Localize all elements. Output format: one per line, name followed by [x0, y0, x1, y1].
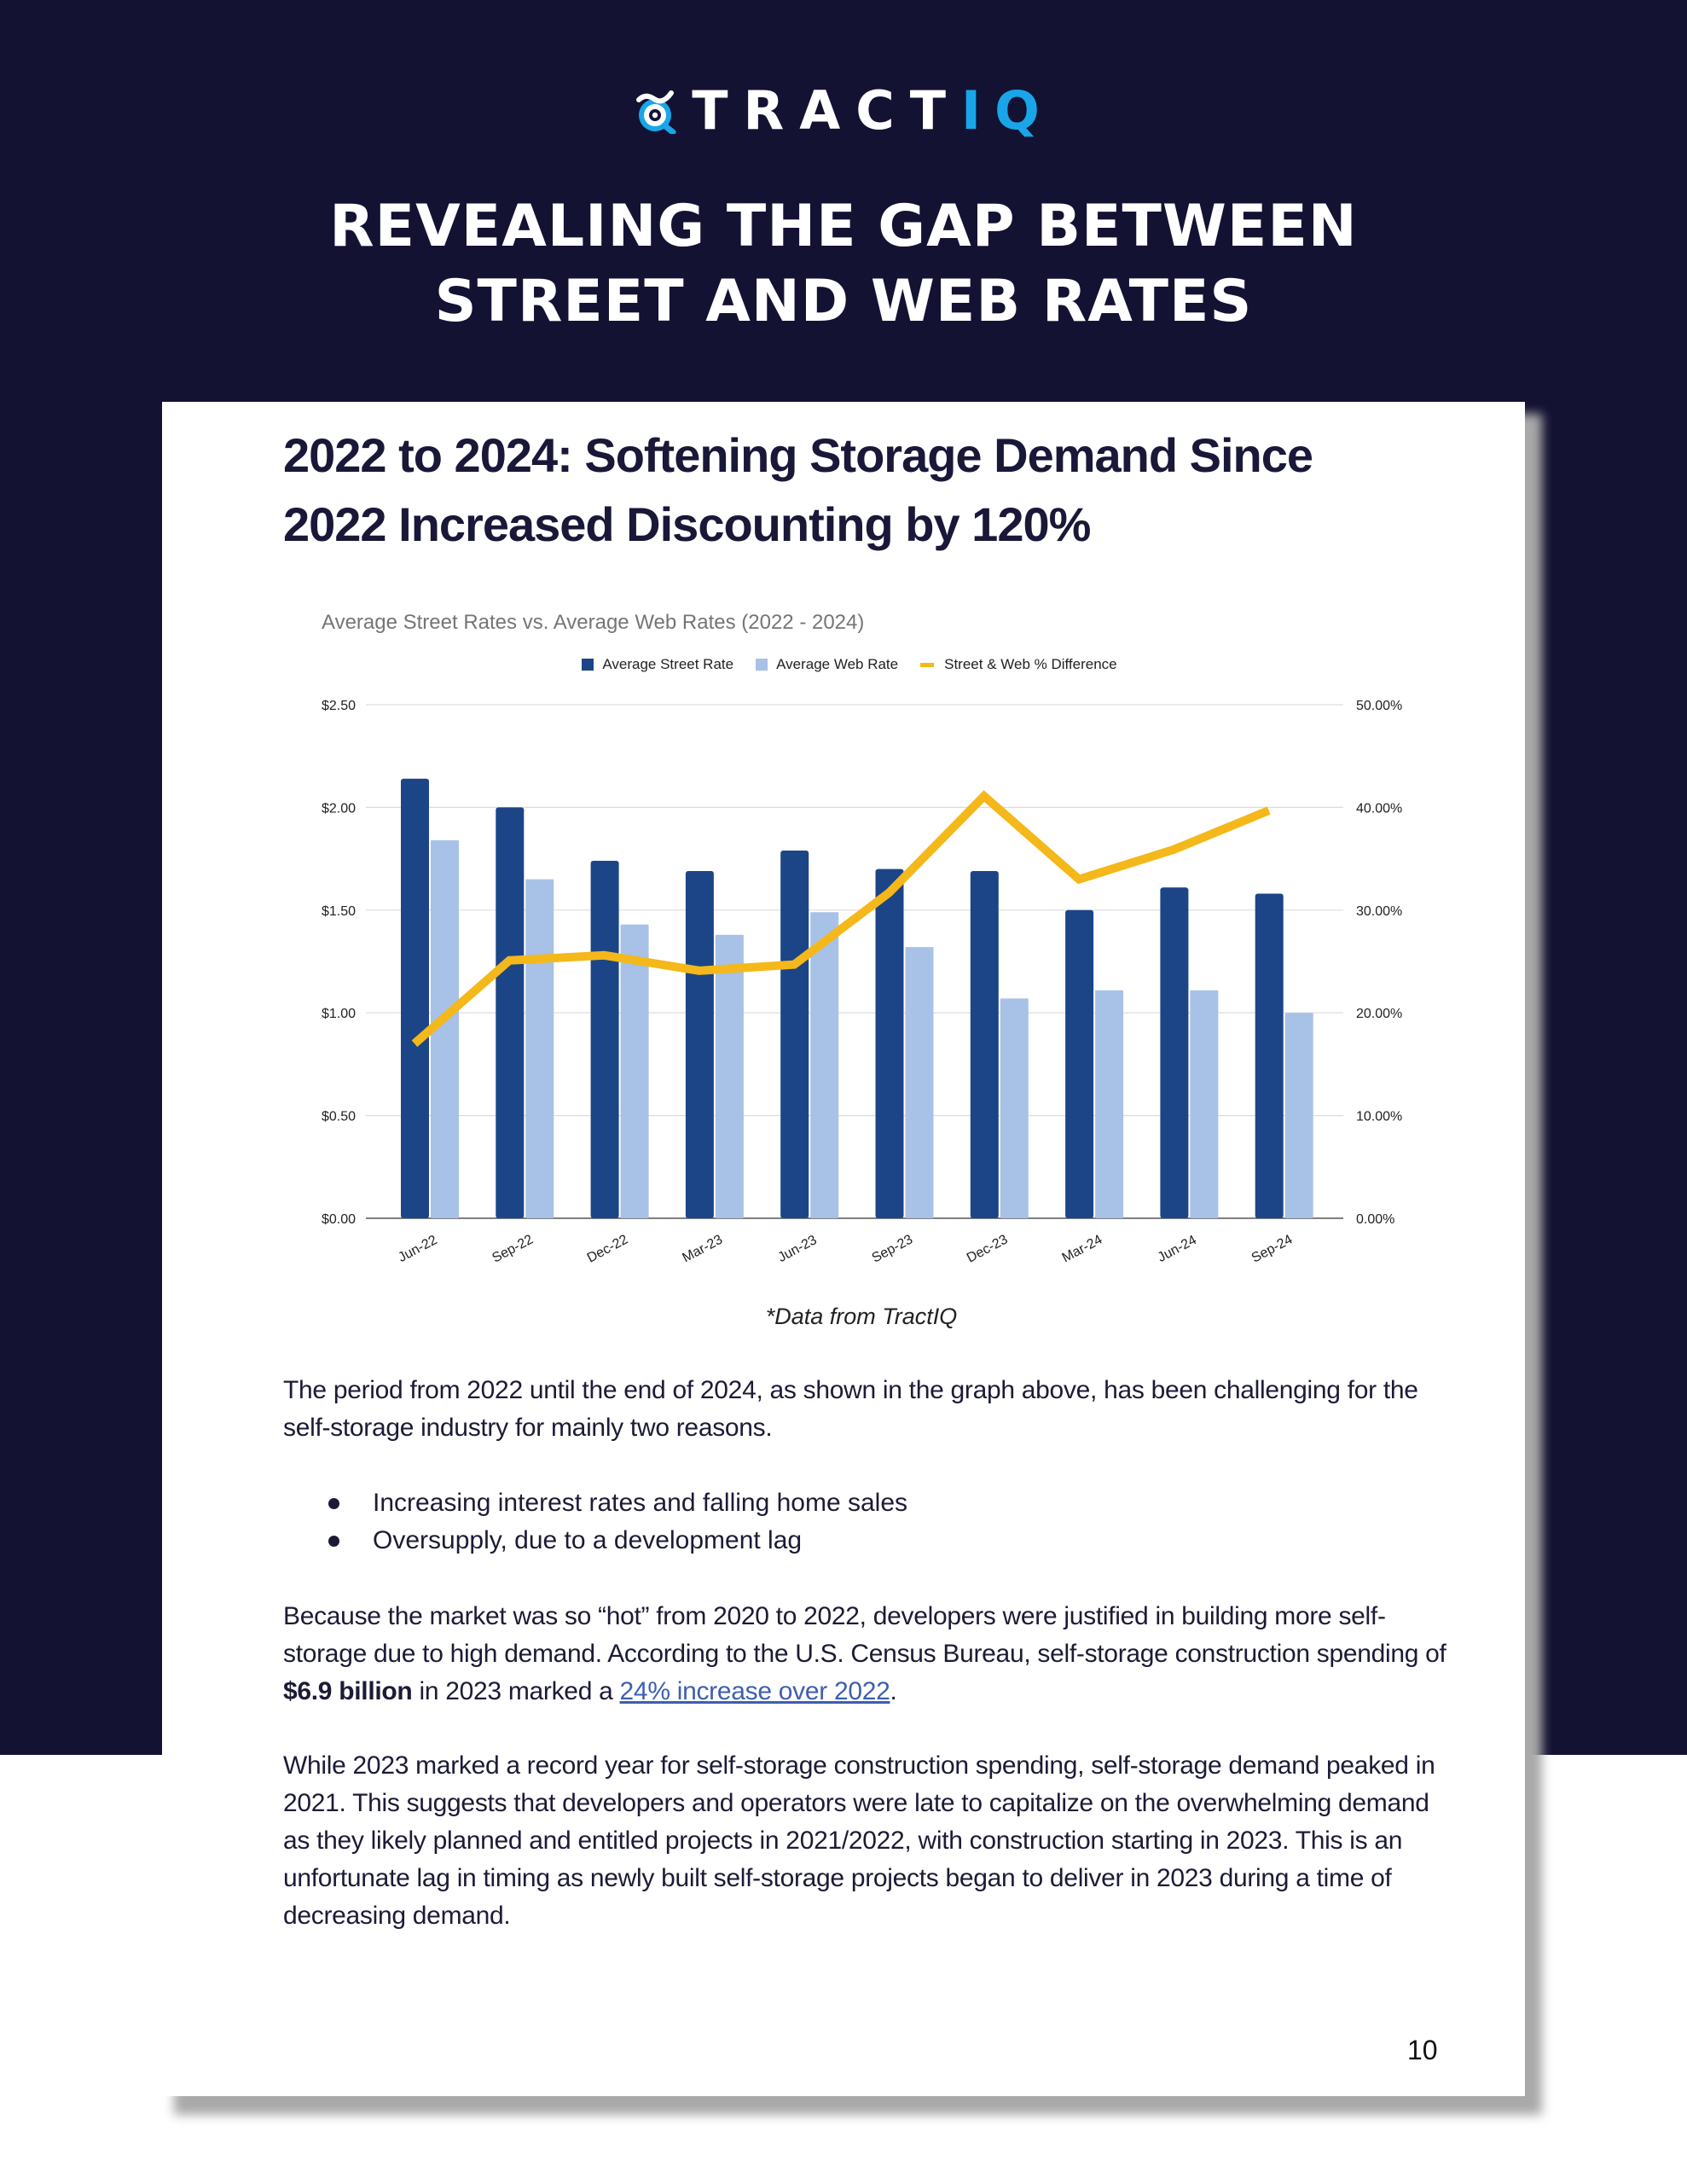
bar-street-rate — [685, 871, 714, 1218]
bar-web-rate — [715, 934, 744, 1218]
x-tick-label: Jun-23 — [775, 1233, 819, 1265]
bar-street-rate — [1160, 887, 1189, 1218]
spending-amount: $6.9 billion — [283, 1677, 413, 1705]
bar-web-rate — [431, 839, 459, 1218]
bar-street-rate — [590, 861, 619, 1218]
y-right-tick-label: 50.00% — [1356, 699, 1402, 713]
legend-swatch-street-rate — [582, 659, 594, 671]
tractiq-logo: TRACTIQ — [0, 81, 1687, 141]
list-item-text: Oversupply, due to a development lag — [373, 1526, 803, 1554]
hero-headline: REVEALING THE GAP BETWEEN STREET AND WEB… — [0, 189, 1687, 340]
census-increase-link[interactable]: 24% increase over 2022 — [619, 1677, 890, 1705]
x-tick-label: Mar-24 — [1060, 1233, 1105, 1266]
y-right-tick-label: 20.00% — [1356, 1007, 1402, 1021]
legend-swatch-web-rate — [756, 659, 768, 671]
bar-street-rate — [401, 778, 429, 1218]
y-right-tick-label: 10.00% — [1356, 1110, 1402, 1124]
y-left-tick-label: $1.50 — [322, 904, 356, 919]
legend-swatch-pct-difference — [920, 662, 935, 667]
tractiq-logo-icon — [636, 90, 676, 134]
bar-street-rate — [875, 868, 904, 1218]
x-tick-label: Dec-22 — [585, 1232, 631, 1265]
legend-label: Average Web Rate — [776, 656, 899, 672]
title-line-2: 2022 Increased Discounting by 120% — [283, 497, 1091, 551]
bar-web-rate — [905, 947, 934, 1218]
x-tick-label: Sep-22 — [490, 1232, 536, 1265]
y-left-tick-label: $0.50 — [322, 1110, 356, 1124]
line-pct-difference — [411, 790, 1271, 1048]
logo-wordmark: TRACTIQ — [692, 81, 1053, 141]
y-right-tick-label: 30.00% — [1356, 904, 1402, 919]
paragraph-demand-lag: While 2023 marked a record year for self… — [283, 1751, 1435, 1930]
legend-item-street-rate: Average Street Rate — [582, 656, 733, 673]
y-left-tick-label: $2.00 — [322, 801, 356, 816]
reasons-list: Increasing interest rates and falling ho… — [328, 1484, 907, 1560]
bar-web-rate — [525, 879, 554, 1218]
x-tick-label: Dec-23 — [965, 1232, 1011, 1265]
legend-item-web-rate: Average Web Rate — [756, 656, 898, 673]
x-tick-label: Mar-23 — [680, 1233, 725, 1266]
bar-street-rate — [496, 807, 525, 1218]
paragraph-intro: The period from 2022 until the end of 20… — [283, 1376, 1418, 1442]
x-tick-label: Sep-23 — [870, 1232, 916, 1265]
bar-street-rate — [780, 850, 809, 1218]
legend-label: Street & Web % Difference — [944, 656, 1117, 672]
logo-text-main: TRACT — [692, 79, 962, 142]
y-right-tick-label: 40.00% — [1356, 801, 1402, 816]
page-number: 10 — [1407, 2035, 1438, 2065]
chart-legend: Average Street Rate Average Web Rate Str… — [0, 656, 1687, 673]
headline-line-1: REVEALING THE GAP BETWEEN — [329, 193, 1358, 260]
bullet-icon — [328, 1536, 339, 1547]
content-card — [162, 402, 1525, 2096]
y-right-tick-label: 0.00% — [1356, 1212, 1394, 1227]
text: . — [890, 1677, 897, 1705]
text: Because the market was so “hot” from 202… — [283, 1602, 1446, 1668]
bar-street-rate — [1065, 909, 1094, 1218]
bar-web-rate — [1000, 998, 1029, 1218]
x-tick-label: Jun-24 — [1156, 1233, 1199, 1265]
bar-web-rate — [620, 924, 649, 1218]
legend-label: Average Street Rate — [602, 656, 734, 672]
bar-web-rate — [1095, 990, 1124, 1218]
headline-line-2: STREET AND WEB RATES — [434, 268, 1253, 335]
y-left-tick-label: $1.00 — [322, 1007, 356, 1021]
y-left-tick-label: $0.00 — [322, 1212, 356, 1227]
bar-street-rate — [1255, 893, 1284, 1218]
title-line-1: 2022 to 2024: Softening Storage Demand S… — [283, 428, 1313, 482]
list-item: Increasing interest rates and falling ho… — [328, 1484, 907, 1522]
logo-text-accent: IQ — [961, 79, 1053, 142]
bar-web-rate — [1284, 1013, 1313, 1218]
article-title: 2022 to 2024: Softening Storage Demand S… — [283, 421, 1392, 559]
list-item-text: Increasing interest rates and falling ho… — [373, 1489, 908, 1517]
list-item: Oversupply, due to a development lag — [328, 1522, 907, 1560]
paragraph-construction-spending: Because the market was so “hot” from 202… — [283, 1598, 1460, 1711]
combo-chart: $0.00 $0.50 $1.00 $1.50 $2.00 $2.50 0.00% 10.00… — [322, 699, 1402, 1266]
bar-street-rate — [970, 871, 999, 1218]
legend-item-pct-difference: Street & Web % Difference — [920, 656, 1117, 673]
bullet-icon — [328, 1498, 339, 1509]
bar-web-rate — [810, 912, 839, 1218]
y-left-tick-label: $2.50 — [322, 699, 356, 713]
x-tick-label: Sep-24 — [1249, 1232, 1296, 1265]
chart-title: Average Street Rates vs. Average Web Rat… — [322, 611, 865, 634]
bar-web-rate — [1190, 990, 1219, 1218]
x-tick-label: Jun-22 — [396, 1233, 439, 1265]
text: in 2023 marked a — [412, 1677, 620, 1705]
chart-source-note: *Data from TractIQ — [765, 1304, 958, 1329]
